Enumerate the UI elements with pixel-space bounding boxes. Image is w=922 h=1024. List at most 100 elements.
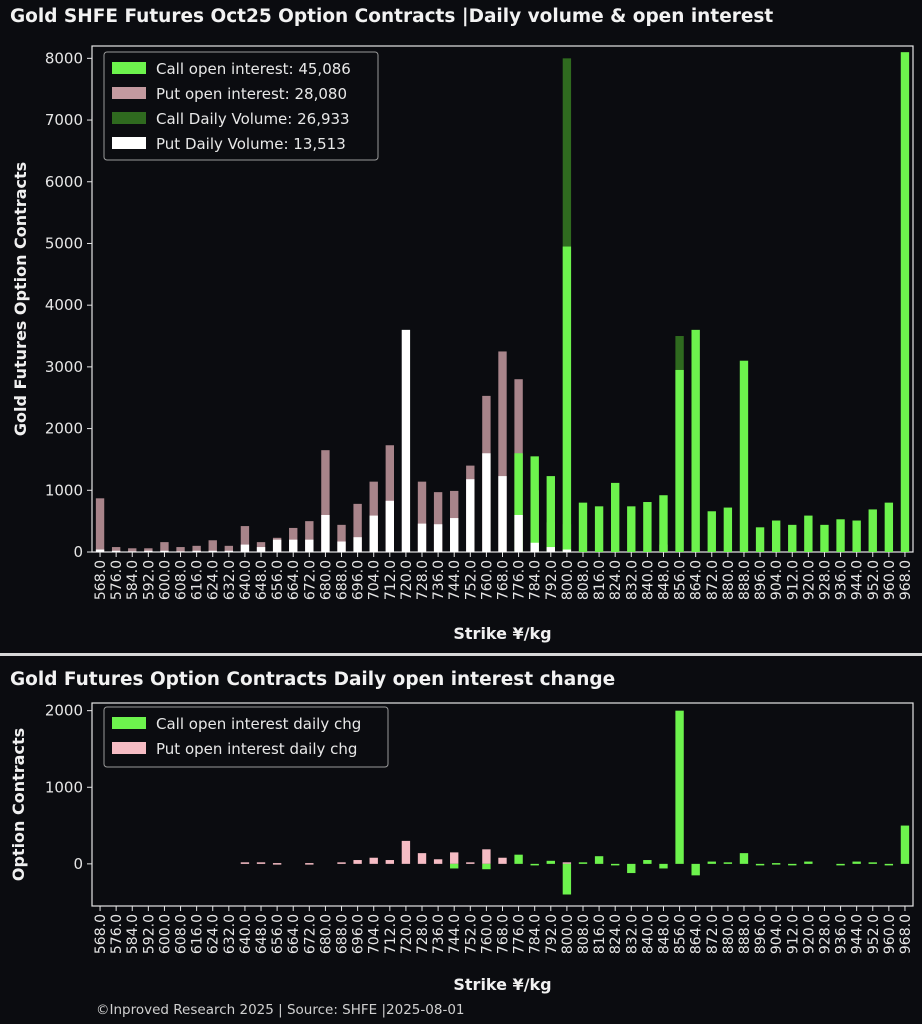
bar-put-vol (562, 549, 572, 552)
bar-call-chg (546, 860, 555, 864)
bottom-x-tick-label: 760.0 (479, 914, 495, 954)
bar-call-oi (611, 482, 620, 552)
top-y-tick-label: 8000 (45, 49, 83, 67)
top-legend-swatch (112, 87, 146, 99)
bar-put-oi (337, 524, 346, 552)
bar-call-chg (884, 863, 894, 866)
bar-call-oi (804, 515, 813, 552)
bar-put-vol (95, 549, 105, 552)
bar-put-oi (385, 445, 394, 552)
bar-put-chg (385, 860, 394, 864)
bar-call-chg (723, 862, 733, 864)
bottom-x-tick-label: 576.0 (109, 914, 125, 954)
bar-call-oi (788, 524, 797, 552)
bottom-x-tick-label: 808.0 (576, 914, 592, 954)
bar-put-vol (305, 539, 314, 552)
top-x-tick-label: 608.0 (174, 560, 190, 600)
bar-put-vol (321, 514, 330, 552)
top-x-tick-label: 576.0 (109, 560, 125, 600)
bar-put-vol (337, 541, 346, 552)
bottom-x-tick-label: 848.0 (656, 914, 672, 954)
bottom-x-tick-label: 856.0 (673, 914, 689, 954)
top-x-tick-label: 568.0 (93, 560, 109, 600)
top-legend-label: Put open interest: 28,080 (156, 85, 347, 103)
top-x-tick-label: 736.0 (431, 560, 447, 600)
bottom-x-tick-label: 952.0 (866, 914, 882, 954)
bottom-x-tick-label: 904.0 (769, 914, 785, 954)
chart-divider (0, 653, 922, 656)
bar-call-oi (691, 329, 700, 552)
bottom-x-tick-label: 608.0 (174, 914, 190, 954)
bar-call-chg (707, 861, 716, 864)
top-x-tick-label: 808.0 (576, 560, 592, 600)
bottom-x-tick-label: 928.0 (817, 914, 833, 954)
bottom-x-tick-label: 672.0 (302, 914, 318, 954)
bottom-y-tick-label: 0 (73, 855, 83, 873)
bar-put-vol (433, 524, 443, 552)
top-x-tick-label: 960.0 (882, 560, 898, 600)
bottom-x-tick-label: 864.0 (689, 914, 705, 954)
bottom-x-tick-label: 696.0 (351, 914, 367, 954)
bar-call-oi (627, 506, 636, 552)
bar-call-oi (514, 453, 523, 552)
bar-put-vol (369, 515, 378, 552)
top-x-tick-label: 632.0 (222, 560, 238, 600)
bar-call-oi (755, 527, 765, 552)
bar-call-chg (450, 863, 459, 869)
top-x-tick-label: 624.0 (206, 560, 222, 600)
bar-call-chg (836, 863, 845, 866)
bottom-x-tick-label: 600.0 (157, 914, 173, 954)
bar-put-chg (305, 863, 314, 865)
bar-put-vol (224, 550, 234, 552)
bar-put-vol (128, 551, 137, 552)
bar-put-chg (272, 863, 282, 865)
bottom-x-axis-title: Strike ¥/kg (453, 975, 551, 994)
bar-put-oi (417, 481, 427, 552)
top-y-axis-title: Gold Futures Option Contracts (11, 162, 30, 436)
top-x-tick-label: 792.0 (544, 560, 560, 600)
bar-put-vol (289, 539, 298, 552)
bar-call-oi (675, 369, 684, 552)
top-x-tick-label: 656.0 (270, 560, 286, 600)
bar-put-oi (111, 547, 121, 552)
bar-put-chg (498, 857, 507, 864)
bottom-x-tick-label: 800.0 (560, 914, 576, 954)
bottom-x-tick-label: 912.0 (785, 914, 801, 954)
top-x-tick-label: 672.0 (302, 560, 318, 600)
bar-put-chg (240, 862, 250, 864)
bottom-x-tick-label: 664.0 (286, 914, 302, 954)
top-y-tick-label: 2000 (45, 420, 83, 438)
bar-call-oi (659, 495, 668, 552)
top-x-tick-label: 696.0 (351, 560, 367, 600)
bottom-y-tick-label: 1000 (45, 778, 83, 796)
bottom-x-tick-label: 944.0 (850, 914, 866, 954)
bar-put-vol (385, 500, 394, 552)
top-x-tick-label: 848.0 (656, 560, 672, 600)
top-x-tick-label: 840.0 (640, 560, 656, 600)
top-legend-swatch (112, 112, 146, 124)
bar-call-chg (675, 710, 684, 864)
bar-call-oi (707, 511, 716, 552)
bar-call-oi (562, 246, 572, 553)
top-legend-label: Call open interest: 45,086 (156, 60, 351, 78)
bar-put-chg (353, 860, 362, 864)
bar-call-oi (852, 520, 861, 552)
bar-put-oi (208, 540, 217, 552)
bar-put-chg (401, 840, 411, 864)
bar-put-vol (530, 542, 539, 552)
top-y-tick-label: 1000 (45, 481, 83, 499)
bottom-legend-label: Put open interest daily chg (156, 740, 357, 758)
bottom-x-tick-label: 712.0 (383, 914, 399, 954)
top-x-tick-label: 776.0 (512, 560, 528, 600)
bar-put-vol (208, 550, 217, 552)
top-x-tick-label: 952.0 (866, 560, 882, 600)
bottom-x-tick-label: 840.0 (640, 914, 656, 954)
bottom-x-tick-label: 936.0 (834, 914, 850, 954)
bar-put-vol (111, 550, 121, 552)
top-x-tick-label: 760.0 (479, 560, 495, 600)
top-x-tick-label: 712.0 (383, 560, 399, 600)
bar-put-chg (256, 862, 266, 864)
bar-call-chg (739, 853, 749, 864)
top-x-tick-label: 872.0 (705, 560, 721, 600)
